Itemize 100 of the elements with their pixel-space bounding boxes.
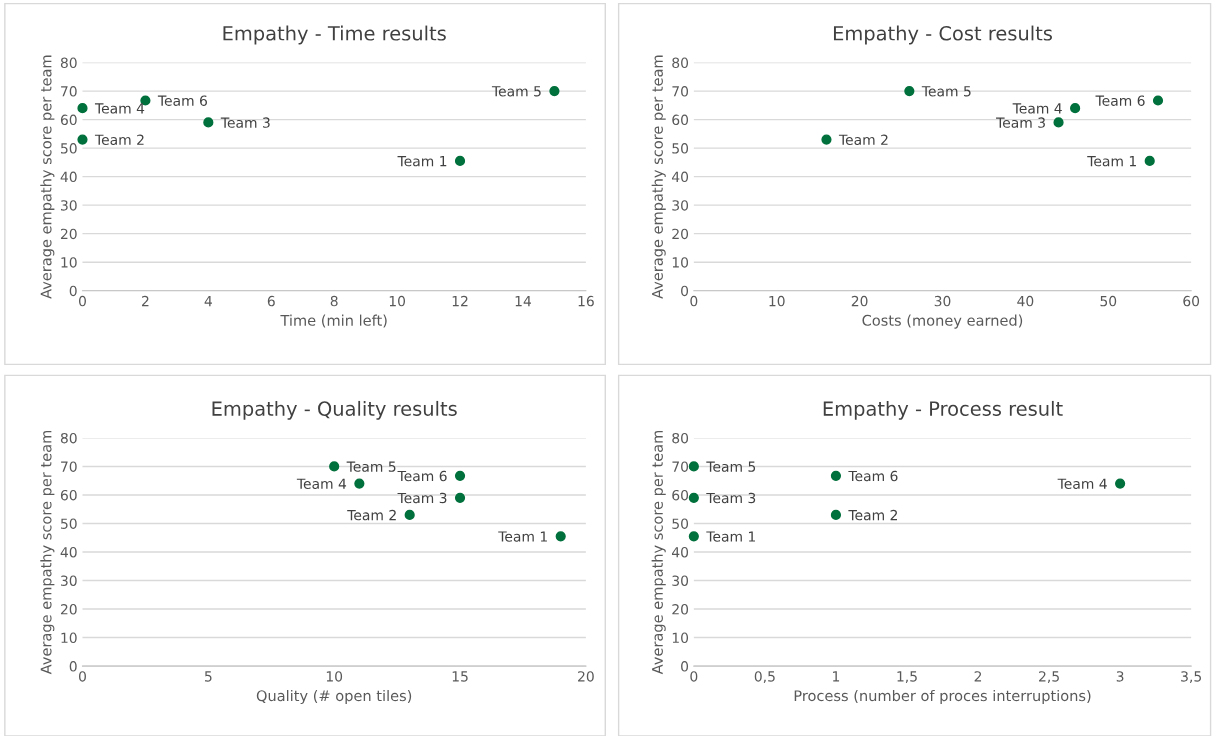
point: [688, 492, 699, 503]
x-tick-label: 14: [515, 296, 532, 307]
y-tick-label: 50: [672, 518, 689, 529]
annotation: Team 1: [498, 531, 547, 542]
y-tick-label: 30: [61, 200, 77, 211]
annotation: Team 3: [397, 492, 447, 504]
y-tick-label: 40: [671, 171, 689, 183]
x-tick-label: 50: [1100, 295, 1117, 307]
point: [354, 478, 365, 489]
y-tick-label: 40: [60, 546, 77, 558]
point: [454, 470, 466, 481]
y-tick-label: 80: [60, 57, 77, 69]
x-axis-title: Process (number of proces interruptions): [794, 689, 1091, 705]
y-tick-label: 80: [60, 432, 77, 444]
point: [1144, 155, 1155, 167]
annotation: Team 4: [1057, 478, 1107, 489]
chart-title: Empathy - Time results: [223, 25, 446, 45]
y-tick-label: 60: [60, 114, 77, 126]
annotation: Team 6: [157, 95, 207, 106]
y-tick-label: 30: [61, 575, 77, 586]
y-tick-label: 0: [681, 285, 689, 297]
y-tick-label: 30: [672, 575, 689, 586]
y-axis-title: Average empathy score per team: [651, 55, 666, 299]
x-axis-title: Time (min left): [280, 314, 387, 328]
point: [77, 103, 88, 114]
y-tick-label: 50: [61, 518, 77, 529]
x-axis-title: Quality (# open tiles): [256, 689, 412, 705]
x-tick-label: 2: [974, 671, 982, 682]
annotation: Team 1: [397, 156, 447, 167]
x-tick-label: 3: [1116, 671, 1124, 682]
annotation: Team 6: [848, 470, 898, 482]
y-tick-label: 10: [672, 632, 689, 644]
y-tick-label: 50: [61, 143, 77, 154]
point: [904, 85, 915, 97]
annotation: Team 2: [94, 134, 144, 145]
annotation: Team 1: [1087, 156, 1136, 167]
annotation: Team 5: [346, 461, 396, 472]
y-tick-label: 20: [60, 604, 77, 615]
point: [1115, 478, 1126, 489]
annotation: Team 4: [1012, 103, 1062, 114]
x-tick-label: 2: [142, 295, 149, 307]
x-tick-label: 15: [452, 671, 468, 682]
x-tick-label: 2,5: [1039, 671, 1059, 684]
annotation: Team 2: [838, 134, 888, 145]
x-tick-label: 12: [452, 295, 468, 307]
x-tick-label: 5: [204, 671, 212, 682]
y-tick-label: 0: [681, 661, 689, 672]
point: [830, 509, 842, 521]
y-axis-title: Average empathy score per team: [40, 55, 55, 299]
point: [830, 470, 842, 481]
annotation: Team 3: [996, 117, 1045, 128]
y-tick-label: 10: [672, 257, 689, 268]
annotation: Team 1: [706, 531, 756, 542]
point: [549, 85, 560, 97]
x-tick-label: 0: [690, 671, 698, 682]
x-tick-label: 60: [1183, 295, 1200, 307]
y-tick-label: 80: [672, 57, 689, 69]
y-axis-title: Average empathy score per team: [40, 430, 55, 675]
point: [329, 461, 340, 472]
x-tick-label: 0: [78, 295, 86, 307]
annotation: Team 5: [706, 461, 756, 472]
annotation: Team 4: [94, 103, 145, 114]
x-tick-label: 30: [934, 295, 951, 307]
y-tick-label: 10: [61, 257, 77, 268]
x-tick-label: 16: [578, 295, 594, 307]
y-tick-label: 80: [672, 432, 689, 444]
x-tick-label: 0: [690, 295, 698, 307]
point: [203, 117, 214, 128]
x-tick-label: 3,5: [1181, 671, 1201, 684]
y-tick-label: 20: [672, 228, 689, 240]
x-tick-label: 40: [1017, 295, 1034, 307]
point: [1070, 103, 1081, 114]
x-tick-label: 10: [389, 295, 406, 307]
x-tick-label: 20: [851, 295, 868, 307]
y-axis-title: Average empathy score per team: [651, 430, 666, 675]
y-tick-label: 20: [60, 228, 77, 240]
y-tick-label: 70: [61, 86, 77, 97]
y-tick-label: 70: [672, 461, 689, 472]
point: [1152, 95, 1164, 106]
chart-title: Empathy - Quality results: [212, 400, 457, 420]
x-tick-label: 1,5: [897, 671, 917, 684]
point: [555, 531, 566, 542]
x-tick-label: 8: [330, 295, 338, 307]
y-tick-label: 40: [671, 546, 689, 558]
annotation: Team 6: [397, 470, 447, 482]
y-tick-label: 30: [672, 200, 689, 211]
y-tick-label: 10: [61, 632, 77, 644]
point: [454, 492, 466, 503]
y-tick-label: 0: [69, 285, 77, 297]
point: [688, 461, 699, 472]
annotation: Team 2: [347, 509, 396, 521]
annotation: Team 6: [1095, 95, 1145, 106]
y-tick-label: 20: [672, 604, 689, 615]
chart-title: Empathy - Cost results: [833, 25, 1052, 45]
y-tick-label: 50: [672, 143, 689, 154]
annotation: Team 3: [220, 117, 270, 128]
x-tick-label: 10: [769, 295, 785, 307]
x-tick-label: 1: [833, 671, 840, 682]
y-tick-label: 0: [69, 661, 77, 672]
y-tick-label: 70: [61, 461, 77, 472]
